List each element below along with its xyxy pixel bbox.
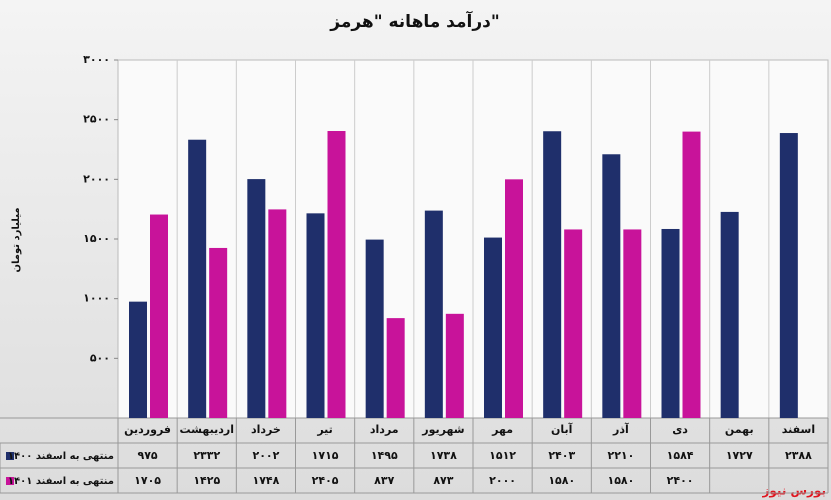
bar [484,237,502,418]
bar [188,139,207,418]
x-tick-label: شهریور [421,423,464,436]
bar [386,318,405,418]
table-value: ۸۷۳ [433,474,453,487]
table-value: ۱۵۸۴ [667,449,694,462]
table-value: ۲۴۰۳ [548,449,575,462]
y-tick-label: ۲۰۰۰ [83,172,110,185]
x-tick-label: خرداد [251,423,281,436]
table-value: ۲۰۰۰ [489,474,516,487]
table-value: ۱۷۳۸ [430,449,457,462]
x-tick-label: تیر [316,423,332,436]
table-value: ۲۳۸۸ [785,449,812,462]
bar [623,229,642,418]
chart-title: درآمد ماهانه "هرمز" [329,10,499,32]
legend-label: منتهی به اسفند ۱۴۰۱ [8,476,114,487]
y-tick-label: ۳۰۰۰ [83,53,110,66]
table-value: ۱۵۱۲ [489,449,516,462]
source: بورس نیوز [761,484,826,499]
bar [268,209,287,418]
legend-swatch [6,477,14,485]
bar [720,211,739,418]
table-value: ۱۴۲۵ [193,474,220,487]
x-tick-label: بهمن [725,423,754,436]
legend-label: منتهی به اسفند ۱۴۰۰ [8,451,114,462]
y-tick-label: ۵۰۰ [90,351,110,364]
table-value: ۱۷۰۵ [134,474,161,487]
y-axis-title: میلیارد تومان [11,207,22,272]
bar [682,131,701,418]
table-value: ۲۴۰۵ [312,474,339,487]
y-tick-label: ۱۵۰۰ [83,232,110,245]
bar [505,179,523,418]
bar [209,247,228,418]
x-tick-label: مهر [491,423,513,436]
bar [327,131,346,418]
x-tick-label: آذر [612,422,629,436]
bar [150,214,168,418]
x-tick-label: اسفند [782,423,815,436]
table-value: ۲۰۰۲ [252,449,279,462]
table-value: ۲۴۰۰ [667,474,694,487]
bar [306,213,325,418]
bar [424,210,443,418]
x-tick-label: فروردین [124,423,171,436]
bar [445,313,464,418]
y-tick-label: ۱۰۰۰ [83,292,110,305]
table-value: ۸۳۷ [374,474,394,487]
table-value: ۲۳۳۲ [193,449,220,462]
x-tick-label: مرداد [370,423,399,436]
bar [365,239,384,418]
x-tick-label: اردیبهشت [180,423,234,436]
legend-swatch [6,452,14,460]
table-value: ۱۷۲۷ [726,449,753,462]
bar [602,154,621,419]
table-value: ۱۵۸۰ [607,474,634,487]
bar [779,133,798,419]
bar [129,301,147,418]
table-value: ۱۷۴۸ [252,474,279,487]
table-value: ۱۵۸۰ [548,474,575,487]
bar [661,228,680,418]
x-tick-label: آبان [551,422,573,436]
table-value: ۱۷۱۵ [312,449,339,462]
table-value: ۹۷۵ [138,449,158,462]
table-value: ۱۴۹۵ [371,449,398,462]
table-value: ۲۲۱۰ [607,449,634,462]
bar [564,229,583,418]
y-tick-label: ۲۵۰۰ [83,113,110,126]
bar [247,179,266,418]
x-tick-label: دی [672,423,688,436]
bar [543,131,562,418]
